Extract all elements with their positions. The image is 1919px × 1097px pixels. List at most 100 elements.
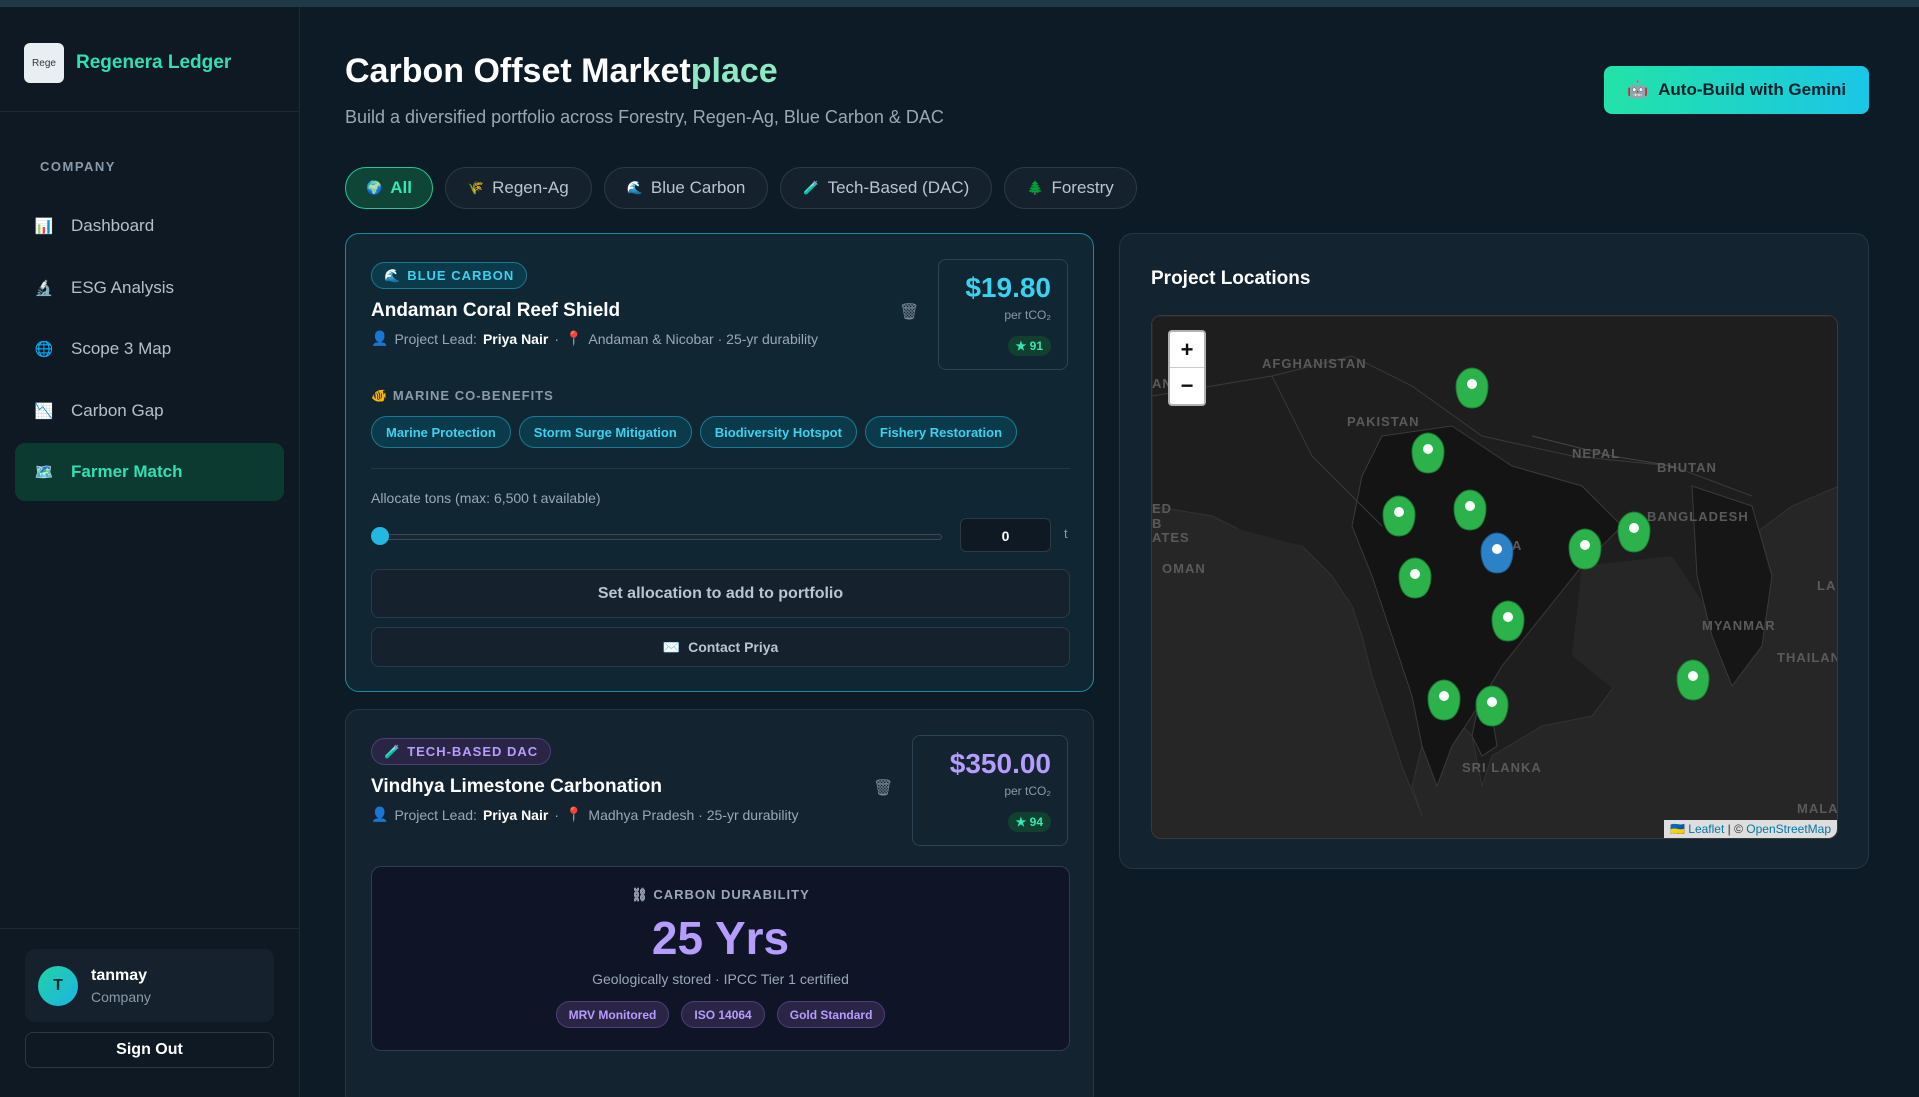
auto-build-gemini-button[interactable]: 🤖 Auto-Build with Gemini	[1604, 66, 1869, 114]
trash-icon[interactable]: 🗑	[899, 304, 920, 321]
tag: MRV Monitored	[555, 1001, 670, 1028]
map-marker-pin[interactable]	[1568, 528, 1602, 570]
map-label: MALAY	[1797, 801, 1838, 816]
project-card: 🌊 BLUE CARBON Andaman Coral Reef Shield …	[345, 233, 1094, 692]
chart-down-icon: 📉	[34, 402, 54, 420]
filter-blue-carbon[interactable]: 🌊 Blue Carbon	[603, 167, 769, 209]
sidebar-item-label: Dashboard	[71, 216, 155, 235]
user-card[interactable]: T tanmay Company	[25, 949, 274, 1022]
trash-icon[interactable]: 🗑	[873, 780, 894, 797]
auto-build-gemini-label: Auto-Build with Gemini	[1658, 80, 1847, 99]
lead-label: Project Lead:	[394, 806, 477, 823]
border-line	[1271, 375, 1383, 527]
wave-icon: 🌊	[384, 267, 402, 283]
project-meta: 👤 Project Lead: Priya Nair · 📍 Andaman &…	[371, 330, 818, 347]
sidebar-item-carbon-gap[interactable]: 📉 Carbon Gap	[15, 382, 284, 440]
map-marker-pin[interactable]	[1427, 679, 1461, 721]
zoom-out-button[interactable]: −	[1180, 373, 1194, 398]
sidebar-item-scope-3-map[interactable]: 🌐 Scope 3 Map	[15, 320, 284, 378]
page-title: Carbon Offset Marketplace	[345, 52, 778, 91]
map-icon: 🗺️	[34, 464, 54, 481]
filter-forestry[interactable]: 🌲 Forestry	[1004, 167, 1137, 209]
tag: Gold Standard	[776, 1001, 886, 1028]
map-marker-pin[interactable]	[1411, 432, 1445, 474]
project-name: Andaman Coral Reef Shield	[371, 300, 621, 321]
filter-tech-based-dac[interactable]: 🧪 Tech-Based (DAC)	[780, 167, 993, 209]
map-label: AFGHANISTAN	[1262, 356, 1367, 371]
top-strip	[0, 0, 1919, 7]
user-name: tanmay	[91, 966, 148, 984]
sidebar-item-label: Farmer Match	[71, 462, 183, 481]
map-label: AN	[1152, 376, 1173, 391]
project-location: Madhya Pradesh · 25-yr durability	[588, 806, 799, 823]
allocation-slider-track[interactable]	[379, 534, 942, 540]
filter-label: Tech-Based (DAC)	[827, 178, 970, 197]
category-badge: 🌊 BLUE CARBON	[371, 262, 528, 289]
arabian-sea	[1152, 506, 1392, 756]
map-label: BHUTAN	[1657, 460, 1717, 475]
lead-name: Priya Nair	[482, 330, 549, 347]
map[interactable]: AFGHANISTAN PAKISTAN NEPAL BHUTAN BANGLA…	[1151, 315, 1838, 839]
bar-chart-icon: 📊	[34, 218, 54, 235]
map-label: NEPAL	[1572, 446, 1621, 461]
lead-name: Priya Nair	[482, 806, 549, 823]
map-marker-pin[interactable]	[1398, 557, 1432, 599]
allocation-slider-thumb[interactable]	[371, 527, 389, 545]
map-marker-pin[interactable]	[1676, 659, 1710, 701]
durability-value: 25 Yrs	[651, 912, 790, 964]
map-marker-pin[interactable]	[1491, 600, 1525, 642]
sign-out-button[interactable]: Sign Out	[25, 1032, 274, 1068]
chain-icon: ⛓	[631, 887, 654, 902]
separator: ·	[554, 806, 559, 823]
map-marker-pin[interactable]	[1455, 367, 1489, 409]
zoom-in-button[interactable]: +	[1170, 332, 1204, 368]
project-location: Andaman & Nicobar · 25-yr durability	[588, 330, 818, 347]
map-label: PAKISTAN	[1347, 414, 1420, 429]
tree-icon: 🌲	[1027, 180, 1044, 195]
attribution-separator: | ©	[1724, 822, 1747, 836]
myanmar	[1691, 485, 1773, 688]
project-card: 🧪 TECH-BASED DAC Vindhya Limestone Carbo…	[345, 709, 1094, 1097]
globe-icon: 🌐	[34, 341, 54, 358]
map-label: SRI LANKA	[1462, 760, 1542, 775]
brand-logo: Rege	[24, 43, 64, 83]
test-tube-icon: 🧪	[803, 180, 820, 195]
price-unit: per tCO₂	[1004, 308, 1051, 322]
envelope-icon: ✉️	[662, 638, 681, 655]
brand[interactable]: Rege Regenera Ledger	[24, 37, 231, 89]
map-zoom-control: + −	[1168, 330, 1206, 406]
filter-all[interactable]: 🌍 All	[345, 167, 433, 209]
map-marker-pin[interactable]	[1382, 495, 1416, 537]
map-markers	[1382, 367, 1710, 727]
map-label: BANGLADESH	[1647, 509, 1749, 524]
map-label: MYANMAR	[1702, 618, 1776, 633]
contact-label: Contact Priya	[688, 639, 779, 655]
tag: ISO 14064	[681, 1001, 765, 1028]
map-marker-pin[interactable]	[1475, 685, 1509, 727]
tag: Storm Surge Mitigation	[518, 416, 692, 448]
allocation-label: Allocate tons (max: 6,500 t available)	[371, 490, 601, 506]
allocation-input[interactable]: 0	[960, 518, 1051, 552]
wheat-icon: 🌾	[467, 180, 485, 195]
durability-label-text: CARBON DURABILITY	[653, 887, 810, 902]
sidebar-item-dashboard[interactable]: 📊 Dashboard	[15, 197, 284, 255]
osm-link[interactable]: OpenStreetMap	[1746, 822, 1831, 836]
co-benefits-label: 🐠 MARINE CO-BENEFITS	[371, 388, 554, 404]
lead-label: Project Lead:	[394, 330, 477, 347]
pin-icon: 📍	[564, 806, 583, 822]
add-to-portfolio-button[interactable]: Set allocation to add to portfolio	[371, 569, 1070, 618]
category-badge: 🧪 TECH-BASED DAC	[371, 738, 552, 765]
map-marker-pin[interactable]	[1453, 489, 1487, 531]
filter-regen-ag[interactable]: 🌾 Regen-Ag	[444, 167, 592, 209]
globe-icon: 🌍	[366, 180, 383, 195]
map-marker-pin[interactable]	[1617, 511, 1651, 553]
map-label: LA	[1817, 578, 1837, 593]
sidebar-item-esg-analysis[interactable]: 🔬 ESG Analysis	[15, 259, 284, 317]
divider	[371, 468, 1070, 469]
map-marker-pin-selected[interactable]	[1480, 532, 1514, 574]
sidebar-item-farmer-match[interactable]: 🗺️ Farmer Match	[15, 443, 284, 501]
user-role: Company	[91, 988, 151, 1005]
price: $19.80	[965, 272, 1051, 303]
leaflet-link[interactable]: Leaflet	[1688, 822, 1725, 836]
contact-button[interactable]: ✉️ Contact Priya	[371, 627, 1070, 667]
